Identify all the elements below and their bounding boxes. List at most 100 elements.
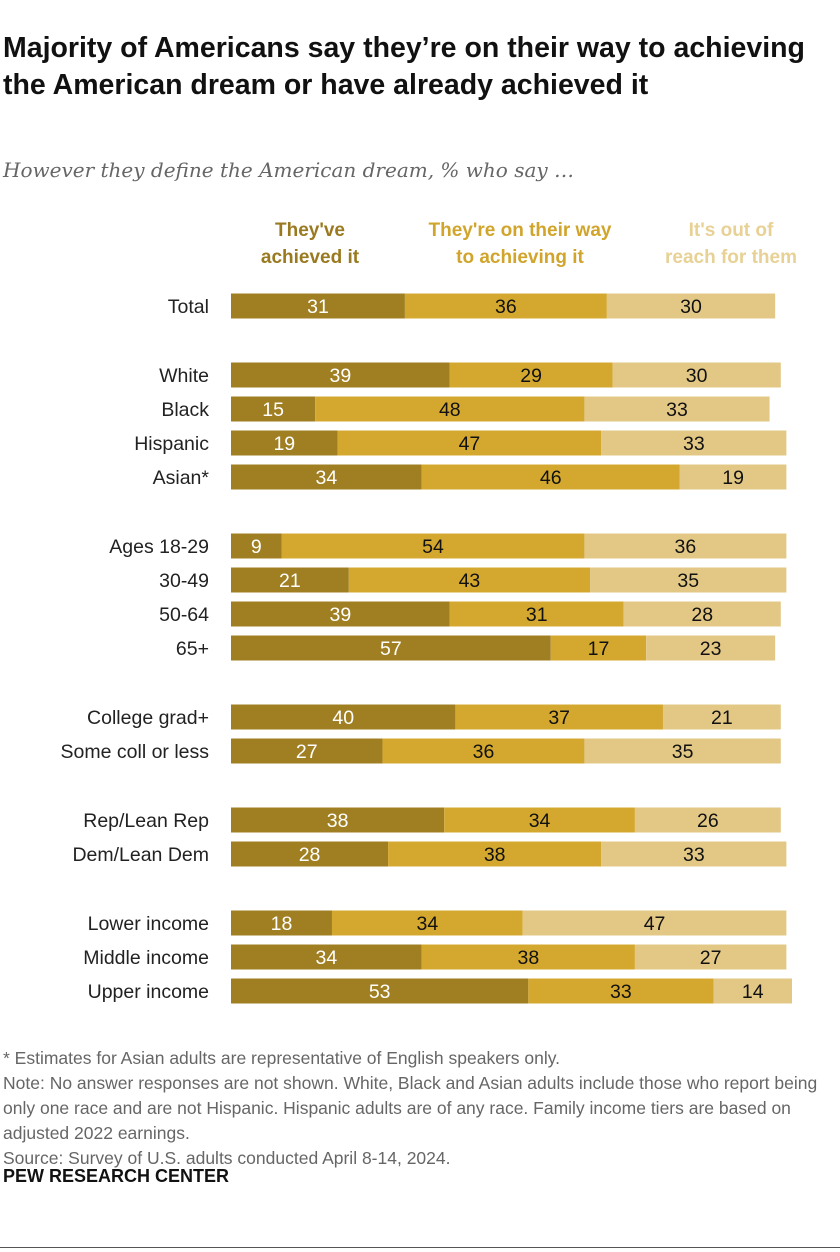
data-label: 53	[369, 981, 391, 1003]
bottom-divider	[0, 1247, 840, 1248]
bar-segment-2	[421, 464, 680, 490]
legend-label-line: They're on their way	[429, 220, 612, 241]
data-label: 39	[330, 604, 352, 626]
bar-segment-1	[231, 910, 332, 936]
data-label: 21	[279, 570, 301, 592]
category-label: 30-49	[159, 570, 209, 592]
bar-segment-3	[606, 293, 776, 319]
data-label: 47	[644, 913, 666, 935]
data-label: 27	[296, 741, 318, 763]
bar-segment-3	[590, 567, 787, 593]
bar-segment-1	[231, 464, 422, 490]
category-label: Middle income	[83, 947, 209, 969]
bar-segment-1	[231, 567, 349, 593]
data-label: 47	[459, 433, 481, 455]
legend-label-line: to achieving it	[456, 247, 584, 268]
stacked-bar-chart: They've achieved it They're on their way to…	[61, 220, 797, 1004]
data-label: 28	[299, 844, 321, 866]
legend-label-line: achieved it	[261, 247, 360, 268]
category-label: Ages 18-29	[109, 536, 209, 558]
bar-segment-2	[528, 978, 714, 1004]
legend-label-line: They've	[275, 220, 345, 241]
legend-label-line: reach for them	[665, 247, 797, 268]
bar-segment-3	[646, 635, 776, 661]
bar-segment-3	[584, 533, 787, 559]
data-label: 21	[711, 707, 733, 729]
bar-segment-1	[231, 704, 456, 730]
bar-segment-3	[601, 841, 787, 867]
data-label: 35	[672, 741, 694, 763]
data-label: 19	[273, 433, 295, 455]
category-label: 50-64	[159, 604, 209, 626]
bar-segment-3	[601, 430, 787, 456]
category-label: Black	[161, 399, 209, 421]
bar-segment-2	[281, 533, 585, 559]
data-label: 35	[677, 570, 699, 592]
data-label: 31	[307, 296, 329, 318]
category-label: Asian*	[153, 467, 210, 489]
data-label: 39	[330, 365, 352, 387]
pew-logo-text: PEW RESEARCH CENTER	[3, 1166, 230, 1186]
data-label: 38	[327, 810, 349, 832]
bar-segment-3	[623, 601, 781, 627]
data-label: 30	[680, 296, 702, 318]
bar-segment-3	[662, 704, 781, 730]
data-label: 31	[526, 604, 548, 626]
category-label: Upper income	[88, 981, 209, 1003]
data-label: 33	[683, 433, 705, 455]
category-label: Dem/Lean Dem	[72, 844, 209, 866]
legend-label-2: They're on their way to achieving it	[429, 220, 612, 268]
bar-segment-3	[584, 396, 770, 422]
category-label: Some coll or less	[61, 741, 210, 763]
bar-segment-1	[231, 978, 529, 1004]
data-label: 34	[529, 810, 551, 832]
bar-segment-1	[231, 738, 383, 764]
bar-segment-2	[331, 910, 523, 936]
bar-segment-2	[449, 601, 624, 627]
data-label: 33	[610, 981, 632, 1003]
source-text: Source: Survey of U.S. adults conducted …	[3, 1148, 451, 1168]
data-label: 40	[332, 707, 354, 729]
legend-label-line: It's out of	[689, 220, 774, 241]
bar-segment-3	[634, 807, 781, 833]
data-label: 34	[316, 467, 338, 489]
data-label: 48	[439, 399, 461, 421]
chart-title: Majority of Americans say they’re on the…	[3, 32, 805, 101]
data-label: 19	[722, 467, 744, 489]
bar-segment-1	[231, 533, 282, 559]
bar-segment-2	[382, 738, 585, 764]
data-label: 37	[548, 707, 570, 729]
data-label: 30	[686, 365, 708, 387]
bar-segment-1	[231, 944, 422, 970]
data-label: 38	[484, 844, 506, 866]
data-label: 54	[422, 536, 444, 558]
bar-segment-3	[612, 362, 781, 388]
bar-segment-2	[315, 396, 585, 422]
data-label: 33	[666, 399, 688, 421]
data-label: 33	[683, 844, 705, 866]
chart-subtitle: However they define the American dream, …	[3, 158, 575, 182]
data-label: 46	[540, 467, 562, 489]
bar-segment-1	[231, 841, 389, 867]
bar-segment-3	[522, 910, 787, 936]
bar-segment-1	[231, 430, 338, 456]
bar-segment-2	[449, 362, 613, 388]
footnotes: * Estimates for Asian adults are represe…	[3, 1046, 838, 1171]
data-label: 9	[251, 536, 262, 558]
data-label: 14	[742, 981, 764, 1003]
data-label: 17	[588, 638, 610, 660]
bar-segment-3	[713, 978, 792, 1004]
bar-segment-1	[231, 293, 405, 319]
bar-segment-1	[231, 396, 316, 422]
note-text: Note: No answer responses are not shown.…	[3, 1073, 818, 1143]
bar-segment-1	[231, 601, 450, 627]
data-label: 43	[459, 570, 481, 592]
legend-label-1: They've achieved it	[261, 220, 360, 268]
bar-segment-2	[455, 704, 663, 730]
bar-segment-3	[679, 464, 787, 490]
data-label: 26	[697, 810, 719, 832]
category-label: White	[159, 365, 209, 387]
bar-segment-3	[634, 944, 787, 970]
legend-label-3: It's out of reach for them	[665, 220, 797, 268]
data-label: 15	[262, 399, 284, 421]
